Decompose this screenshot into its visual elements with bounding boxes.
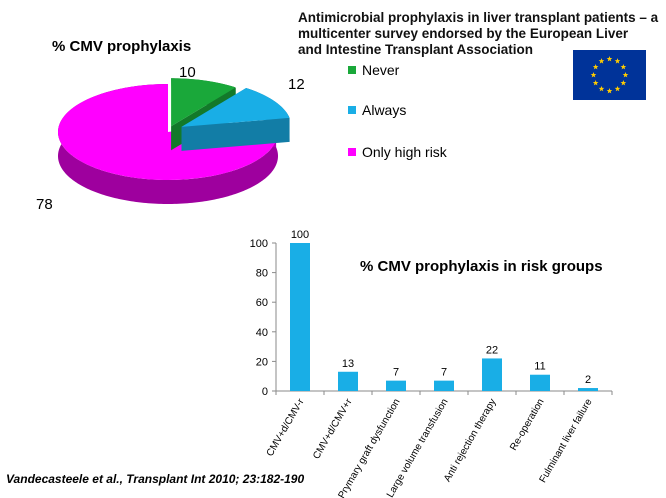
x-tick-label: CMV+d/CMV-r bbox=[265, 396, 307, 458]
slide-header: Antimicrobial prophylaxis in liver trans… bbox=[298, 10, 660, 58]
legend-swatch-only-high-risk bbox=[348, 148, 356, 156]
y-tick-label: 100 bbox=[250, 238, 268, 250]
pie-slice-edge-end-always bbox=[181, 117, 290, 151]
y-tick-label: 0 bbox=[262, 386, 268, 398]
flag-star bbox=[620, 80, 627, 86]
y-tick-label: 80 bbox=[256, 268, 268, 280]
y-tick-label: 40 bbox=[256, 327, 268, 339]
flag-star bbox=[592, 80, 599, 86]
bar-7 bbox=[578, 388, 598, 391]
bar-1 bbox=[290, 243, 310, 391]
bar-data-label: 11 bbox=[534, 361, 545, 373]
eu-flag-icon bbox=[573, 50, 646, 100]
bar-data-label: 22 bbox=[486, 344, 498, 356]
flag-star bbox=[614, 85, 621, 92]
flag-star bbox=[592, 64, 599, 70]
pie-slice-top-only-high-risk bbox=[57, 84, 278, 180]
x-tick-label: Fulminant liver failure bbox=[538, 397, 595, 485]
y-tick-label: 20 bbox=[256, 356, 268, 368]
bar-6 bbox=[530, 374, 550, 391]
flag-star bbox=[622, 72, 629, 78]
pie-chart bbox=[57, 78, 290, 204]
bar-chart: 0 20 40 60 80 100 100 CMV+d/CMV-r 13 CMV+d/CMV+r 7… bbox=[250, 229, 613, 498]
legend-label-never: Never bbox=[362, 62, 400, 78]
flag-star bbox=[606, 88, 613, 94]
legend-label-only-high-risk: Only high risk bbox=[362, 144, 447, 160]
flag-star bbox=[598, 85, 605, 92]
bar-2 bbox=[338, 371, 358, 391]
bar-3 bbox=[386, 380, 406, 391]
legend-item-only-high-risk: Only high risk bbox=[348, 144, 568, 162]
bar-data-label: 2 bbox=[585, 374, 591, 386]
legend-item-always: Always bbox=[348, 102, 568, 120]
legend-swatch-never bbox=[348, 66, 356, 74]
x-tick-label: Re-operation bbox=[508, 397, 546, 453]
pie-slice-top-never bbox=[171, 78, 236, 127]
x-tick-label: CMV+d/CMV+r bbox=[311, 396, 355, 461]
y-tick-label: 60 bbox=[256, 297, 268, 309]
flag-star bbox=[614, 58, 621, 64]
header-line-3: and Intestine Transplant Association bbox=[298, 42, 534, 57]
bar-data-label: 100 bbox=[291, 229, 309, 241]
bar-4 bbox=[434, 380, 454, 391]
legend-label-always: Always bbox=[362, 102, 407, 118]
bar-data-label: 13 bbox=[342, 358, 354, 370]
flag-star bbox=[590, 72, 597, 78]
header-line-1: Antimicrobial prophylaxis in liver trans… bbox=[298, 10, 659, 25]
pie-data-label-never: 10 bbox=[179, 64, 196, 81]
bar-5 bbox=[482, 358, 502, 391]
bar-data-label: 7 bbox=[393, 367, 399, 379]
pie-data-label-only-high-risk: 78 bbox=[36, 196, 53, 213]
flag-star bbox=[606, 56, 613, 62]
x-tick-label: Anti rejection therapy bbox=[442, 397, 499, 484]
pie-chart-title: % CMV prophylaxis bbox=[52, 38, 192, 55]
pie-slice-always bbox=[181, 88, 290, 151]
pie-slice-top-always bbox=[181, 88, 290, 127]
legend-swatch-always bbox=[348, 106, 356, 114]
flag-star bbox=[598, 58, 605, 64]
pie-data-label-always: 12 bbox=[288, 76, 305, 93]
header-line-2: multicenter survey endorsed by the Europ… bbox=[298, 26, 629, 41]
bar-chart-title: % CMV prophylaxis in risk groups bbox=[360, 258, 603, 275]
bar-data-label: 7 bbox=[441, 367, 447, 379]
flag-star bbox=[620, 64, 627, 70]
legend-item-never: Never bbox=[348, 62, 568, 80]
citation: Vandecasteele et al., Transplant Int 201… bbox=[6, 472, 305, 486]
